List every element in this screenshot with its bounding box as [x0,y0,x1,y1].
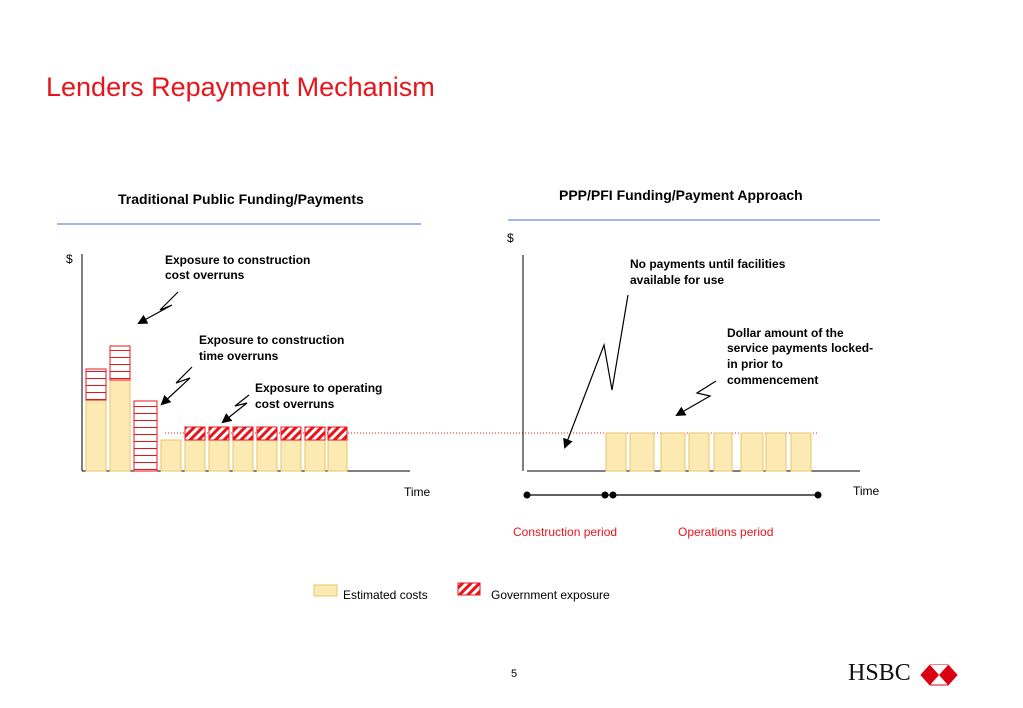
estimated-cost-bar [256,439,278,472]
page-title: Lenders Repayment Mechanism [46,72,435,102]
construction-period-label: Construction period [513,525,617,539]
service-payment-bars [605,432,812,472]
estimated-cost-bar [327,439,348,472]
annotation-no-payments: No payments until facilities available f… [630,257,789,287]
zigzag-arrow [137,291,179,324]
left-panel-heading: Traditional Public Funding/Payments [118,191,364,207]
right-y-label: $ [507,231,514,245]
operating-bars [184,426,348,472]
right-x-label: Time [853,484,880,498]
estimated-cost-bar [280,439,302,472]
zigzag-arrow [221,394,250,424]
legend-estimated-label: Estimated costs [343,588,428,602]
zigzag-arrow [675,380,717,416]
page-number: 5 [511,668,518,680]
hsbc-hexagon-icon [920,664,958,686]
legend-exposure-swatch [457,582,481,596]
exposure-bar [304,426,326,441]
exposure-bar [133,400,158,472]
operations-period-label: Operations period [678,525,773,539]
estimated-cost-bar [160,439,182,472]
right-panel-heading: PPP/PFI Funding/Payment Approach [559,187,803,203]
exposure-bar [327,426,348,441]
hsbc-logo: HSBC [848,660,911,686]
exposure-bar [184,426,206,441]
annotation-construction-time: Exposure to construction time overruns [199,333,348,363]
exposure-bar [256,426,278,441]
estimated-cost-bar [208,439,230,472]
left-x-label: Time [404,485,431,499]
timeline-marker [609,491,617,499]
annotation-construction-cost: Exposure to construction cost overruns [165,253,314,282]
estimated-cost-bar [740,432,764,472]
estimated-cost-bar [85,399,107,472]
estimated-cost-bar [304,439,326,472]
zigzag-arrow [563,294,629,449]
estimated-cost-bar [713,432,733,472]
estimated-cost-bar [232,439,254,472]
exposure-bar [85,368,107,401]
legend-estimated-swatch [313,584,338,597]
estimated-cost-bar [688,432,710,472]
zigzag-arrow [160,366,193,406]
exposure-bar [280,426,302,441]
exposure-bar [208,426,230,441]
estimated-cost-bar [184,439,206,472]
timeline-marker [814,491,822,499]
exposure-bar [232,426,254,441]
estimated-cost-bar [629,432,655,472]
estimated-cost-bar [109,379,131,472]
estimated-cost-bar [605,432,627,472]
annotation-operating-cost: Exposure to operating cost overruns [255,381,386,411]
timeline-marker [601,491,609,499]
exposure-bar [109,345,131,381]
annotation-locked-payments: Dollar amount of the service payments lo… [727,326,876,387]
timeline-marker [523,491,531,499]
estimated-cost-bar [765,432,787,472]
estimated-cost-bar [790,432,812,472]
left-y-label: $ [66,252,73,266]
estimated-cost-bar [660,432,686,472]
legend-exposure-label: Government exposure [491,588,610,602]
